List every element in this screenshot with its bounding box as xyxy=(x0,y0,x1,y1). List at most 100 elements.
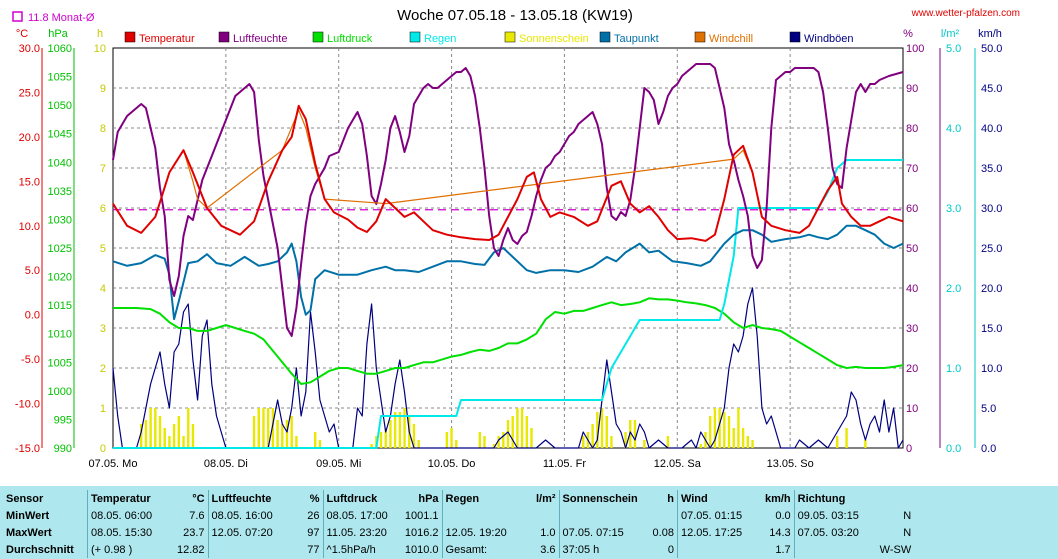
sunshine-bar xyxy=(281,424,284,448)
stats-hum-value: 26 xyxy=(307,509,320,522)
legend-label: Sonnenschein xyxy=(519,33,589,45)
sunshine-bar xyxy=(502,432,505,448)
wind-tick-label: 30.0 xyxy=(981,203,1002,215)
humidity-tick-label: 90 xyxy=(906,83,918,95)
series-line-luftfeuchte xyxy=(112,63,904,337)
stats-header-rain-unit: l/m² xyxy=(535,492,556,505)
stats-temp-value: 23.7 xyxy=(183,526,205,539)
legend-swatch xyxy=(409,31,421,43)
stats-hum-time: 12.05. 07:20 xyxy=(207,524,291,541)
humidity-tick-label: 60 xyxy=(906,203,918,215)
stats-header-rain: Regen xyxy=(441,490,523,507)
sunshine-bar xyxy=(478,432,481,448)
legend-swatch xyxy=(789,31,801,43)
sun-tick-label: 1 xyxy=(100,403,106,415)
pressure-tick-label: 1020 xyxy=(48,272,72,284)
stats-header-sun: Sonnenschein xyxy=(558,490,650,507)
stats-temp-value: 7.6 xyxy=(189,509,205,522)
sunshine-bar xyxy=(191,424,195,448)
weather-chart: Woche 07.05.18 - 13.05.18 (KW19) www.wet… xyxy=(12,7,1020,470)
pressure-tick-label: 1010 xyxy=(48,329,72,341)
stats-temp-time: (+ 0.98 ) xyxy=(87,541,174,558)
statistics-table: Sensor Temperatur °C Luftfeuchte % Luftd… xyxy=(3,490,914,558)
stats-wind-value: 0.0 xyxy=(775,509,791,522)
sunshine-bar xyxy=(835,436,839,448)
temp-tick-label: 10.0 xyxy=(19,221,40,233)
sun-tick-label: 7 xyxy=(100,163,106,175)
temp-tick-label: 20.0 xyxy=(19,132,40,144)
temp-tick-label: -10.0 xyxy=(15,399,40,411)
stats-press-time: ^1.5hPa/h xyxy=(322,541,402,558)
x-tick-label: 08.05. Di xyxy=(204,458,248,470)
temp-tick-label: -15.0 xyxy=(15,443,40,455)
wind-tick-label: 20.0 xyxy=(981,283,1002,295)
sunshine-bar xyxy=(252,416,256,448)
sun-tick-label: 0 xyxy=(100,443,106,455)
sunshine-bar xyxy=(163,428,166,448)
wind-tick-label: 15.0 xyxy=(981,323,1002,335)
sunshine-bar xyxy=(182,436,185,448)
legend-label: Luftdruck xyxy=(327,33,373,45)
sunshine-bar xyxy=(445,432,449,448)
sunshine-bar xyxy=(530,428,533,448)
wind-unit-label: km/h xyxy=(978,28,1002,40)
x-tick-label: 12.05. Sa xyxy=(654,458,702,470)
legend-label: Windböen xyxy=(804,33,854,45)
sunshine-bar xyxy=(290,416,293,448)
legend-swatch xyxy=(312,31,324,43)
sunshine-bar xyxy=(633,420,637,448)
stats-rain-time: Gesamt: xyxy=(441,541,523,558)
wind-tick-label: 35.0 xyxy=(981,163,1002,175)
pressure-tick-label: 1045 xyxy=(48,129,72,141)
series-lines xyxy=(112,63,904,449)
humidity-tick-label: 10 xyxy=(906,403,918,415)
legend-label: Luftfeuchte xyxy=(233,33,287,45)
stats-header-sensor: Sensor xyxy=(6,492,44,505)
wind-tick-label: 45.0 xyxy=(981,83,1002,95)
series-line-regen xyxy=(113,159,903,449)
humidity-tick-label: 70 xyxy=(906,163,918,175)
rain-tick-label: 1.0 xyxy=(946,363,961,375)
rain-tick-label: 0.0 xyxy=(946,443,961,455)
pressure-tick-label: 990 xyxy=(54,443,72,455)
sunshine-bar xyxy=(591,424,594,448)
sunshine-bar xyxy=(732,428,735,448)
sunshine-bar xyxy=(483,436,486,448)
temp-tick-label: 0.0 xyxy=(25,310,40,322)
stats-sun-time: 07.05. 07:15 xyxy=(558,524,650,541)
sun-tick-label: 10 xyxy=(94,43,106,55)
temp-tick-label: 15.0 xyxy=(19,176,40,188)
humidity-tick-label: 40 xyxy=(906,283,918,295)
grid-lines xyxy=(113,48,903,448)
stats-dir-value: W-SW xyxy=(879,543,912,556)
sun-tick-label: 3 xyxy=(100,323,106,335)
stats-dir-value: N xyxy=(903,509,912,522)
sun-tick-label: 9 xyxy=(100,83,106,95)
stats-header-sun-unit: h xyxy=(667,492,674,505)
sunshine-bar xyxy=(412,424,416,448)
pressure-tick-label: 1015 xyxy=(48,300,72,312)
sunshine-bar xyxy=(140,424,143,448)
legend-swatch xyxy=(218,31,230,43)
legend-swatch xyxy=(504,31,516,43)
series-line-taupunkt xyxy=(112,224,904,321)
sunshine-bar xyxy=(723,412,726,448)
stats-temp-time: 08.05. 15:30 xyxy=(87,524,174,541)
stats-press-value: 1016.2 xyxy=(404,526,439,539)
humidity-tick-label: 30 xyxy=(906,323,918,335)
wind-tick-label: 0.0 xyxy=(981,443,996,455)
pressure-tick-label: 1005 xyxy=(48,357,72,369)
stats-sun-value: 0.08 xyxy=(652,526,674,539)
stats-press-value: 1001.1 xyxy=(404,509,439,522)
stats-sun-value xyxy=(650,507,678,524)
wind-tick-label: 50.0 xyxy=(981,43,1002,55)
series-line-luftdruck xyxy=(113,297,904,385)
sunshine-bar xyxy=(262,408,265,448)
sunshine-bar xyxy=(314,432,317,448)
sunshine-bar xyxy=(318,440,322,448)
chart-title: Woche 07.05.18 - 13.05.18 (KW19) xyxy=(397,7,633,24)
series-line-temperatur xyxy=(112,104,904,242)
stats-header-temp-unit: °C xyxy=(192,492,205,505)
sun-tick-label: 4 xyxy=(100,283,106,295)
stats-header-press: Luftdruck xyxy=(322,490,402,507)
